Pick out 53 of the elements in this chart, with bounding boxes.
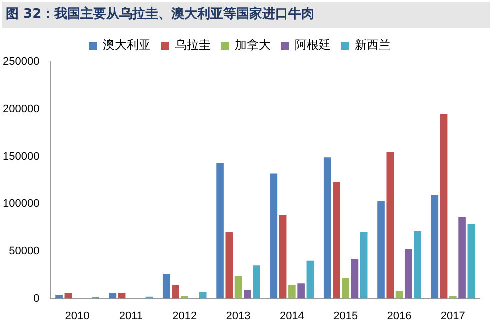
bar	[109, 293, 117, 299]
bar	[226, 232, 234, 299]
bar	[172, 286, 180, 299]
x-tick-label: 2017	[440, 310, 466, 322]
bar	[468, 224, 476, 299]
bar	[431, 196, 439, 299]
y-tick-label: 50000	[9, 245, 40, 258]
x-tick-label: 2015	[334, 310, 358, 322]
bar	[396, 291, 404, 299]
x-tick-label: 2014	[280, 310, 304, 322]
y-tick-label: 100000	[2, 198, 40, 210]
bar	[458, 217, 466, 299]
legend-label: 澳大利亚	[103, 38, 151, 52]
bar	[64, 293, 72, 299]
y-tick-label: 250000	[2, 56, 40, 68]
legend-label: 乌拉圭	[175, 38, 211, 52]
bar	[324, 158, 332, 299]
bar	[234, 276, 242, 299]
bar	[118, 293, 126, 299]
bar	[244, 290, 252, 299]
bar	[162, 274, 170, 299]
bar	[181, 296, 189, 299]
x-tick-label: 2016	[387, 310, 412, 322]
bar	[450, 296, 457, 299]
x-tick-label: 2011	[119, 310, 144, 322]
bar	[404, 250, 412, 299]
x-tick-label: 2012	[172, 310, 198, 322]
x-tick-label: 2010	[65, 310, 90, 322]
bar	[253, 266, 260, 299]
y-tick-label: 150000	[2, 150, 40, 163]
bar	[270, 174, 278, 299]
bar	[56, 295, 63, 299]
bar	[298, 284, 305, 299]
bar	[386, 152, 394, 299]
x-tick-label: 2013	[226, 310, 251, 322]
legend-label: 阿根廷	[295, 38, 331, 52]
bar	[333, 182, 340, 299]
bar	[378, 201, 385, 299]
bar	[199, 292, 207, 299]
bar	[306, 260, 314, 299]
bar	[342, 278, 350, 299]
y-tick-label: 200000	[2, 103, 40, 116]
bar	[414, 232, 422, 299]
bar	[440, 114, 448, 299]
chart-title: 图 32：我国主要从乌拉圭、澳大利亚等国家进口牛肉	[2, 2, 490, 28]
bar	[216, 163, 224, 299]
bar	[279, 215, 287, 299]
legend-label: 加拿大	[235, 38, 271, 52]
bar	[360, 232, 368, 299]
legend-label: 新西兰	[355, 38, 391, 52]
bar	[288, 286, 296, 299]
y-tick-label: 0	[34, 292, 40, 305]
bar	[351, 259, 359, 299]
